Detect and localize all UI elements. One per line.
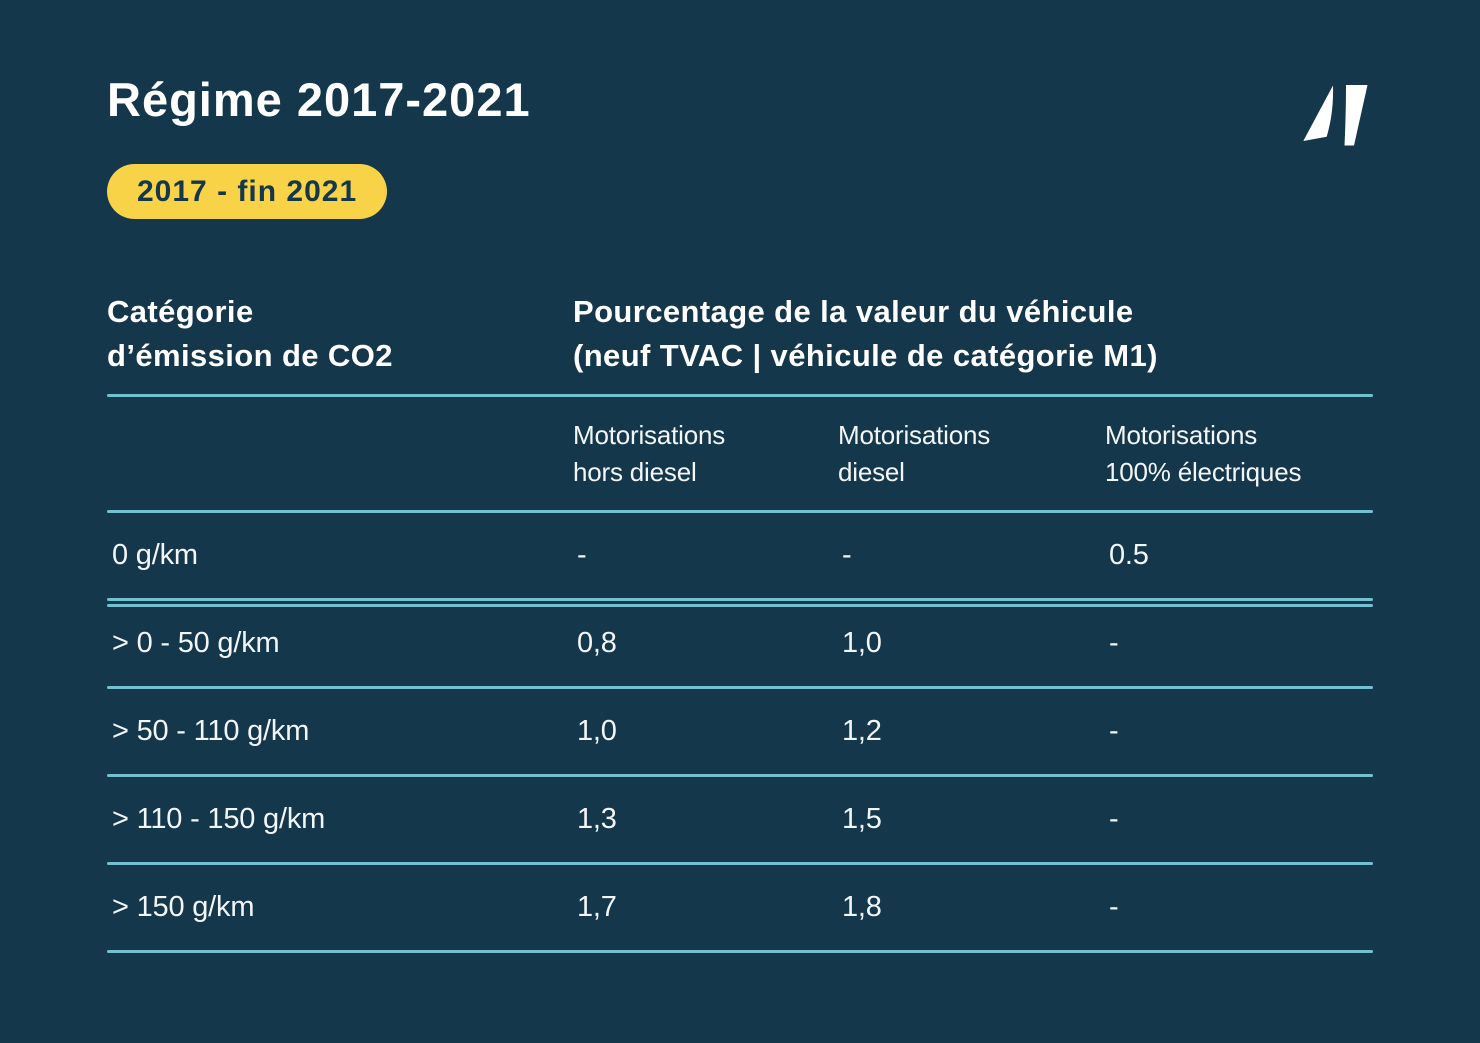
- cell-hors-diesel: -: [577, 539, 587, 571]
- cell-category: 0 g/km: [112, 539, 198, 571]
- category-header-line1: Catégorie: [107, 294, 254, 329]
- subheader-diesel-line1: Motorisations: [838, 419, 991, 450]
- divider-top: [107, 394, 1373, 397]
- value-group-header: Pourcentage de la valeur du véhicule (ne…: [573, 290, 1373, 378]
- group-header-line1: Pourcentage de la valeur du véhicule: [573, 294, 1134, 329]
- cell-diesel: 1,0: [842, 627, 882, 659]
- subheader-electrique-line2: 100% électriques: [1105, 456, 1302, 487]
- table-main-header: Catégorie d’émission de CO2 Pourcentage …: [107, 290, 1373, 378]
- divider-row-3: [107, 862, 1373, 865]
- cell-category: > 50 - 110 g/km: [112, 715, 310, 747]
- table-row-4: > 150 g/km 1,7 1,8 -: [107, 865, 1373, 950]
- table-row-3: > 110 - 150 g/km 1,3 1,5 -: [107, 777, 1373, 862]
- subheader-hors-diesel: Motorisations hors diesel: [573, 417, 838, 491]
- divider-row-2: [107, 774, 1373, 777]
- co2-rate-table: Catégorie d’émission de CO2 Pourcentage …: [107, 290, 1373, 953]
- cell-hors-diesel: 1,7: [577, 891, 617, 923]
- cell-diesel: 1,8: [842, 891, 882, 923]
- subheader-electrique-line1: Motorisations: [1105, 419, 1258, 450]
- cell-hors-diesel: 1,0: [577, 715, 617, 747]
- cell-electrique: 0.5: [1109, 539, 1149, 571]
- cell-electrique: -: [1109, 891, 1119, 923]
- divider-bottom: [107, 950, 1373, 953]
- brand-logo-icon: [1300, 84, 1372, 147]
- cell-category: > 0 - 50 g/km: [112, 627, 280, 659]
- table-row-2: > 50 - 110 g/km 1,0 1,2 -: [107, 689, 1373, 774]
- cell-hors-diesel: 0,8: [577, 627, 617, 659]
- divider-row-1: [107, 686, 1373, 689]
- subheader-diesel-line2: diesel: [838, 456, 905, 487]
- subheader-diesel: Motorisations diesel: [838, 417, 1105, 491]
- page-title: Régime 2017-2021: [107, 73, 531, 126]
- cell-electrique: -: [1109, 627, 1119, 659]
- subheader-electrique: Motorisations 100% électriques: [1105, 417, 1373, 491]
- subheader-hors-diesel-line1: Motorisations: [573, 419, 726, 450]
- divider-row-0: [107, 598, 1373, 601]
- table-row-1: > 0 - 50 g/km 0,8 1,0 -: [107, 601, 1373, 686]
- cell-diesel: 1,5: [842, 803, 882, 835]
- category-column-header: Catégorie d’émission de CO2: [107, 290, 573, 378]
- cell-diesel: -: [842, 539, 852, 571]
- subheader-hors-diesel-line2: hors diesel: [573, 456, 697, 487]
- period-badge: 2017 - fin 2021: [107, 164, 388, 219]
- table-row-0: 0 g/km - - 0.5: [107, 513, 1373, 598]
- group-header-line2: (neuf TVAC | véhicule de catégorie M1): [573, 338, 1158, 373]
- cell-category: > 150 g/km: [112, 891, 255, 923]
- divider-subheader: [107, 510, 1373, 513]
- cell-diesel: 1,2: [842, 715, 882, 747]
- cell-hors-diesel: 1,3: [577, 803, 617, 835]
- table-subheader-row: Motorisations hors diesel Motorisations …: [107, 397, 1373, 510]
- cell-category: > 110 - 150 g/km: [112, 803, 326, 835]
- cell-electrique: -: [1109, 803, 1119, 835]
- category-header-line2: d’émission de CO2: [107, 338, 393, 373]
- cell-electrique: -: [1109, 715, 1119, 747]
